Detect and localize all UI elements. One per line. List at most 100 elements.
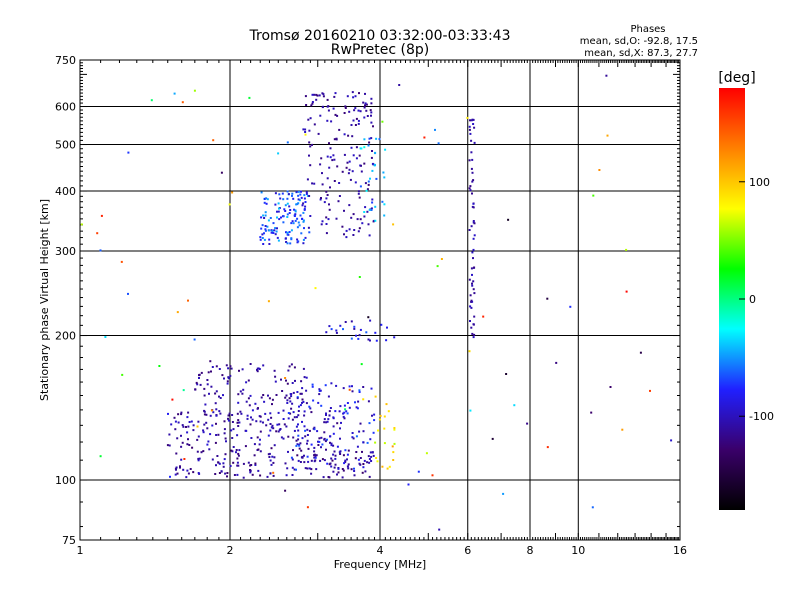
data-point [347, 172, 350, 175]
data-point [335, 137, 338, 140]
data-point [282, 409, 285, 412]
data-point [242, 388, 245, 391]
data-point [362, 463, 365, 465]
data-point [230, 367, 233, 370]
data-point [175, 452, 178, 455]
data-point [472, 118, 475, 121]
data-point [329, 462, 332, 465]
data-point [369, 339, 371, 342]
data-point [625, 290, 628, 293]
data-point [222, 462, 225, 465]
data-point [470, 267, 473, 270]
data-point [373, 419, 376, 422]
data-point [303, 410, 306, 413]
data-point [313, 428, 316, 431]
data-point [355, 157, 358, 160]
data-point [304, 236, 307, 239]
data-point [345, 236, 348, 239]
data-point [288, 231, 291, 233]
data-point [285, 474, 288, 477]
data-point [381, 120, 384, 123]
data-point [290, 395, 293, 398]
data-point [471, 251, 474, 254]
data-point [321, 105, 324, 108]
data-point [274, 227, 277, 230]
data-point [339, 437, 341, 440]
data-point [348, 406, 351, 409]
data-point [375, 457, 378, 459]
data-point [334, 454, 337, 457]
data-point [328, 203, 330, 206]
data-point [270, 447, 273, 450]
data-point [473, 292, 476, 295]
data-point [473, 333, 476, 336]
data-point [343, 233, 345, 236]
data-point [328, 142, 330, 145]
data-point [297, 414, 300, 417]
data-point [469, 119, 471, 122]
data-point [381, 200, 384, 203]
data-point [440, 258, 443, 260]
data-point [254, 462, 257, 465]
data-point [472, 323, 475, 326]
data-point [207, 440, 210, 443]
data-point [341, 476, 344, 479]
data-point [313, 426, 316, 429]
data-point [231, 191, 234, 194]
data-point [265, 202, 268, 205]
data-point [351, 390, 354, 393]
data-point [505, 373, 508, 375]
data-point [301, 387, 304, 390]
data-point [277, 210, 280, 213]
data-point [393, 427, 396, 429]
data-point [298, 444, 301, 447]
data-point [472, 123, 475, 125]
data-point [526, 422, 529, 425]
data-point [274, 380, 277, 383]
data-point [303, 414, 306, 417]
data-point [365, 189, 368, 192]
data-point [368, 475, 371, 478]
plot-frame [79, 59, 681, 541]
data-point [175, 466, 178, 469]
data-point [256, 368, 258, 371]
data-point [191, 446, 194, 449]
data-point [306, 455, 309, 458]
data-point [204, 403, 207, 406]
data-point [338, 182, 341, 184]
data-point [248, 96, 251, 99]
data-point [491, 437, 494, 440]
data-point [276, 236, 279, 239]
data-point [295, 444, 298, 447]
data-point [196, 425, 199, 428]
data-point [308, 405, 311, 408]
data-point [246, 417, 249, 420]
data-point [260, 191, 263, 194]
data-point [268, 229, 271, 232]
data-point [309, 164, 312, 167]
data-point [279, 197, 282, 200]
data-point [356, 218, 359, 221]
data-point [245, 429, 248, 432]
data-point [471, 282, 473, 285]
data-point [286, 402, 289, 404]
data-point [371, 150, 373, 152]
data-point [469, 189, 472, 192]
data-point [215, 422, 217, 425]
data-point [278, 428, 281, 431]
data-point [192, 429, 195, 432]
data-point [393, 428, 396, 431]
data-point [361, 222, 364, 225]
data-point [250, 464, 253, 466]
data-point [343, 462, 346, 465]
data-point [333, 466, 336, 469]
data-point [343, 133, 346, 136]
data-point [384, 148, 387, 151]
data-point [348, 160, 351, 163]
data-point [285, 425, 288, 428]
data-point [301, 420, 303, 423]
data-point [470, 306, 473, 309]
data-point [210, 370, 212, 373]
data-point [355, 451, 358, 453]
data-point [302, 219, 305, 222]
